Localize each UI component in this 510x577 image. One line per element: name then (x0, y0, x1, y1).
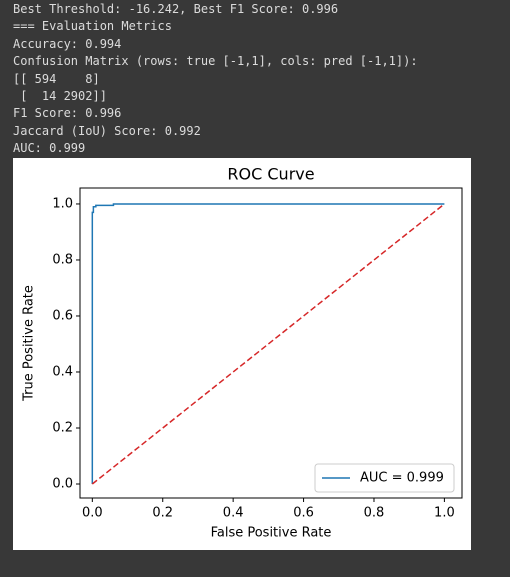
output-line: [ 14 2902]] (13, 89, 107, 103)
output-line: Best Threshold: -16.242, Best F1 Score: … (13, 2, 339, 16)
output-line: F1 Score: 0.996 (13, 106, 122, 121)
x-tick-label: 0.4 (223, 506, 244, 521)
y-tick-label: 0.8 (52, 252, 73, 267)
chart: ROC Curve False Positive Rate True Posit… (13, 158, 471, 550)
chart-title: ROC Curve (227, 165, 314, 184)
y-tick-label: 0.4 (52, 364, 73, 379)
output-line: Confusion Matrix (rows: true [-1,1], col… (13, 54, 418, 69)
x-tick-label: 0.6 (293, 506, 314, 521)
series-line (91, 203, 445, 484)
plot-frame (79, 187, 463, 499)
x-tick-label: 0.2 (152, 506, 173, 521)
x-tick-label: 0.0 (82, 506, 103, 521)
y-tick-label: 0.2 (52, 420, 73, 435)
x-axis-label: False Positive Rate (211, 526, 332, 541)
y-tick-label: 0.6 (52, 308, 73, 323)
output-line: [[ 594 8] (13, 71, 100, 86)
y-axis-label: True Positive Rate (22, 285, 37, 402)
y-tick-label: 0.0 (52, 476, 73, 491)
legend-label: AUC = 0.999 (360, 471, 444, 486)
output-line: AUC: 0.999 (13, 141, 86, 156)
output-line: === Evaluation Metrics (13, 19, 172, 34)
legend-box (314, 463, 455, 493)
x-tick-label: 0.8 (364, 506, 385, 521)
output-line: Jaccard (IoU) Score: 0.992 (13, 123, 201, 138)
output-line: Accuracy: 0.994 (13, 36, 122, 51)
x-tick-label: 1.0 (434, 506, 455, 521)
series-line (91, 203, 445, 485)
y-tick-label: 1.0 (52, 196, 73, 211)
